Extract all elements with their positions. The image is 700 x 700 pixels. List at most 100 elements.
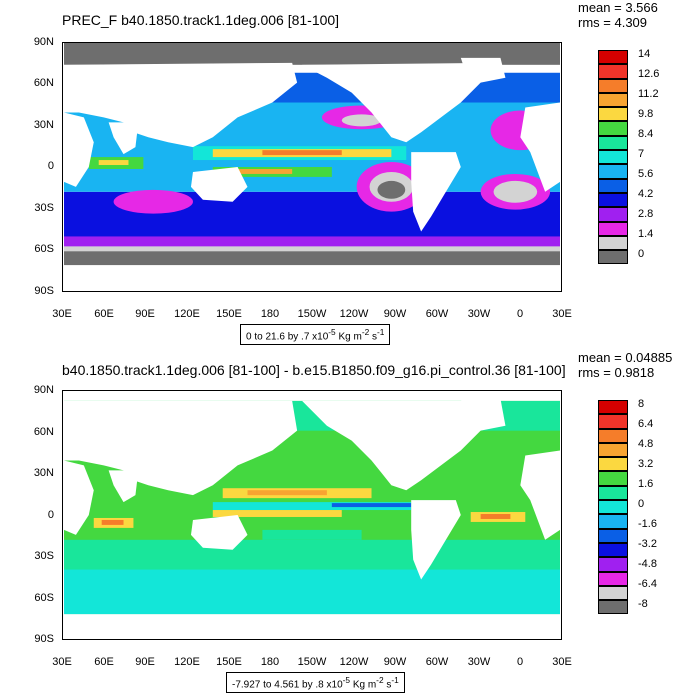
- bottom-colorbar-label: -1.6: [638, 518, 657, 531]
- top-ytick-30n: 30N: [33, 119, 54, 131]
- top-colorbar-label: 8.4: [638, 128, 654, 141]
- top-rms: rms = 4.309: [578, 15, 648, 30]
- top-indian-core: [98, 160, 129, 166]
- top-panel-stats: mean = 3.566 rms = 4.309: [578, 0, 658, 30]
- top-mean: mean = 3.566: [578, 0, 658, 15]
- top-xtick-150w: 150W: [297, 308, 327, 320]
- bottom-africa-east: [64, 460, 94, 535]
- bottom-panel: b40.1850.track1.1deg.006 [81-100] - b.e1…: [0, 350, 700, 700]
- top-colorbar-label: 5.6: [638, 168, 654, 181]
- top-xtick-90w: 90W: [383, 308, 407, 320]
- top-colorbar-label: 0: [638, 248, 645, 261]
- bottom-colorbar-swatch: [598, 428, 628, 443]
- bottom-colorbar-swatch: [598, 471, 628, 486]
- top-arctic: [64, 43, 560, 65]
- top-ytick-90n: 90N: [33, 36, 54, 48]
- top-caption-unit-tail: s: [369, 331, 377, 343]
- top-dry-sepacific-core: [377, 180, 406, 199]
- bottom-xtick-60w: 60W: [425, 656, 449, 668]
- top-colorbar-swatch: [598, 207, 628, 222]
- top-colorbar-label: 14: [638, 48, 651, 60]
- top-australia: [190, 167, 248, 202]
- top-colorbar-swatch: [598, 192, 628, 208]
- bottom-xtick-120w: 120W: [339, 656, 369, 668]
- top-colorbar-swatch: [598, 221, 628, 236]
- bottom-australia: [190, 515, 248, 550]
- bottom-antarctica: [64, 614, 560, 639]
- bottom-indian-orange: [101, 519, 124, 525]
- bottom-itcz-blue: [331, 503, 412, 508]
- bottom-southern-cyan: [64, 569, 560, 615]
- bottom-caption-unit: Kg m: [350, 679, 377, 691]
- bottom-colorbar-label: 4.8: [638, 438, 654, 451]
- top-dry-satl-gray: [493, 180, 538, 203]
- top-xtick-90e: 90E: [135, 308, 155, 320]
- top-eurasia: [64, 62, 298, 148]
- bottom-colorbar-label: -6.4: [638, 578, 657, 591]
- top-caption-unit-exp: -2: [361, 327, 370, 337]
- bottom-colorbar-swatch: [598, 585, 628, 601]
- top-panel-title: PREC_F b40.1850.track1.1deg.006 [81-100]: [62, 12, 340, 28]
- top-colorbar-swatch: [598, 64, 628, 79]
- bottom-atl-orange: [480, 514, 511, 519]
- bottom-india: [108, 470, 139, 503]
- bottom-ytick-60s: 60S: [34, 592, 54, 604]
- top-ytick-90s: 90S: [34, 285, 54, 297]
- bottom-xtick-30e-right: 30E: [552, 656, 572, 668]
- top-caption-unit: Kg m: [335, 331, 362, 343]
- top-colorbar-label: 7: [638, 148, 645, 161]
- top-caption-unit-tail-exp: -1: [377, 327, 385, 337]
- bottom-caption: -7.927 to 4.561 by .8 x10-5 Kg m-2 s-1: [226, 672, 405, 694]
- top-xtick-180: 180: [260, 308, 280, 320]
- bottom-ytick-0: 0: [47, 509, 54, 521]
- top-caption: 0 to 21.6 by .7 x10-5 Kg m-2 s-1: [240, 324, 391, 346]
- bottom-greenland: [460, 398, 506, 431]
- top-xtick-0: 0: [516, 308, 524, 320]
- top-colorbar-swatch: [598, 92, 628, 108]
- bottom-mean: mean = 0.04885: [578, 350, 673, 365]
- bottom-xtick-30e: 30E: [52, 656, 72, 668]
- bottom-colorbar: 8 6.4 4.8 3.2 1.6 0 -1.6 -3.2 -4.8 -6.4 -8: [598, 398, 657, 615]
- bottom-colorbar-swatch: [598, 400, 628, 415]
- bottom-rms: rms = 0.9818: [578, 365, 655, 380]
- bottom-xtick-60e: 60E: [94, 656, 114, 668]
- top-ytick-60n: 60N: [33, 77, 54, 89]
- bottom-caption-unit-tail: s: [383, 679, 392, 691]
- bottom-colorbar-swatch: [598, 514, 628, 529]
- bottom-map: [62, 390, 562, 640]
- bottom-colorbar-swatch: [598, 571, 628, 586]
- top-antarctic-ice: [64, 251, 560, 266]
- bottom-xtick-150e: 150E: [216, 656, 242, 668]
- top-xtick-60e: 60E: [94, 308, 114, 320]
- top-samerica: [411, 152, 461, 232]
- top-africa-east: [64, 112, 94, 187]
- top-colorbar-label: 12.6: [638, 68, 660, 81]
- bottom-colorbar-swatch: [598, 442, 628, 458]
- top-panel: PREC_F b40.1850.track1.1deg.006 [81-100]…: [33, 0, 659, 346]
- top-spcz-core: [232, 168, 293, 174]
- bottom-colorbar-label: -8: [638, 598, 648, 611]
- bottom-itcz-cyan: [212, 502, 412, 511]
- top-xtick-30e-right: 30E: [552, 308, 572, 320]
- bottom-caption-exp: -5: [342, 675, 351, 685]
- bottom-colorbar-swatch: [598, 485, 628, 501]
- bottom-ytick-30s: 30S: [34, 550, 54, 562]
- bottom-colorbar-label: 3.2: [638, 458, 654, 471]
- top-ytick-0: 0: [47, 160, 54, 172]
- bottom-colorbar-label: -3.2: [638, 538, 657, 551]
- top-colorbar: 14 12.6 11.2 9.8 8.4 7 5.6 4.2 2.8 1.4 0: [598, 48, 659, 265]
- top-ytick-60s: 60S: [34, 243, 54, 255]
- bottom-xtick-120e: 120E: [174, 656, 200, 668]
- top-india: [108, 122, 139, 155]
- top-colorbar-label: 11.2: [638, 88, 659, 101]
- top-xtick-30w: 30W: [467, 308, 491, 320]
- top-antarctica: [64, 265, 560, 291]
- top-colorbar-swatch: [598, 178, 628, 193]
- top-caption-text: 0 to 21.6 by .7 x10: [246, 331, 329, 343]
- bottom-namerica: [302, 400, 491, 491]
- top-dry-indian: [113, 189, 193, 214]
- bottom-xtick-150w: 150W: [297, 656, 327, 668]
- top-colorbar-swatch: [598, 107, 628, 122]
- bottom-colorbar-swatch: [598, 457, 628, 472]
- bottom-samerica: [411, 500, 461, 580]
